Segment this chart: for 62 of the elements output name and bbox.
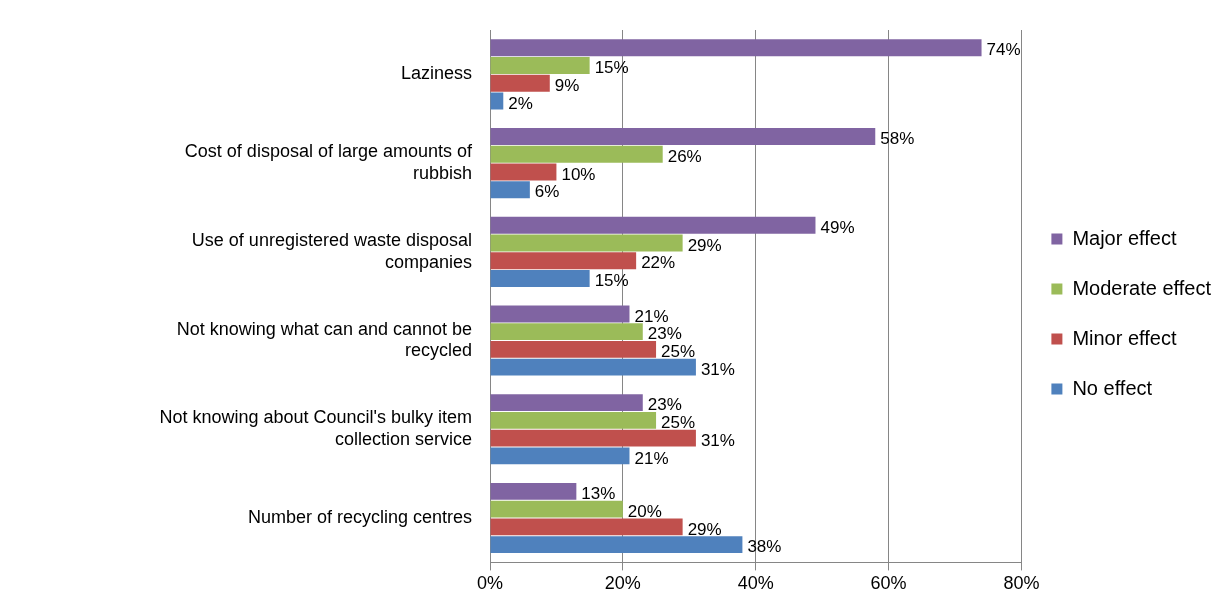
data-label: 15% — [594, 58, 629, 78]
data-label: 9% — [554, 75, 580, 95]
data-label: 21% — [634, 448, 669, 468]
bar — [490, 447, 630, 465]
bar — [490, 305, 630, 323]
data-label: 23% — [647, 395, 682, 415]
data-label: 38% — [747, 537, 782, 557]
y-tick-label: Laziness — [400, 63, 472, 84]
bar — [490, 128, 876, 145]
data-label: 13% — [581, 484, 616, 504]
data-label: 49% — [820, 217, 855, 237]
bar — [490, 234, 683, 252]
bar — [490, 412, 657, 429]
bar — [490, 518, 683, 536]
data-label: 25% — [661, 413, 696, 433]
data-label: 29% — [687, 235, 722, 255]
bar — [490, 163, 557, 181]
data-label: 22% — [641, 253, 676, 273]
y-tick-label: Number of recycling centres — [247, 507, 472, 527]
bar — [490, 323, 643, 341]
data-label: 15% — [594, 271, 629, 291]
data-label: 29% — [687, 519, 722, 539]
bar — [490, 74, 550, 92]
y-tick-label: Not knowing what can and cannot be recycled — [176, 318, 472, 361]
bar — [490, 181, 530, 199]
data-label: 10% — [561, 164, 596, 184]
x-tick-label: 40% — [737, 573, 774, 594]
legend-label: Moderate effect — [1072, 276, 1212, 299]
bar — [490, 341, 657, 358]
x-tick-label: 0% — [476, 573, 504, 594]
data-label: 6% — [534, 182, 560, 202]
data-label: 23% — [647, 324, 682, 344]
y-tick-label: Not knowing about Council's bulky item collection service — [159, 407, 472, 450]
bar — [490, 252, 637, 270]
bar — [490, 482, 577, 500]
bar — [490, 39, 982, 57]
y-tick-label: Use of unregistered waste disposal companies — [191, 230, 472, 272]
x-tick-label: 20% — [604, 573, 641, 594]
bar — [490, 536, 743, 554]
bar — [490, 500, 623, 518]
x-tick-label: 80% — [1003, 573, 1040, 594]
data-label: 31% — [700, 430, 735, 450]
bar — [490, 145, 663, 163]
data-label: 74% — [986, 40, 1021, 60]
y-tick-label: Cost of disposal of large amounts of rubbish — [184, 141, 473, 183]
data-label: 26% — [667, 146, 702, 166]
legend-label: No effect — [1072, 376, 1153, 399]
legend-label: Minor effect — [1072, 326, 1177, 349]
data-label: 20% — [627, 501, 662, 521]
x-tick-label: 60% — [870, 573, 907, 594]
bar — [490, 358, 696, 376]
bar — [490, 216, 816, 234]
data-label: 58% — [880, 129, 915, 149]
bar — [490, 429, 696, 447]
data-label: 2% — [508, 93, 533, 113]
bar — [490, 270, 590, 287]
data-label: 21% — [634, 306, 669, 326]
data-label: 25% — [661, 342, 696, 362]
bar — [490, 394, 643, 412]
legend-label: Major effect — [1072, 226, 1177, 249]
data-label: 31% — [700, 359, 735, 379]
bar — [490, 57, 590, 74]
